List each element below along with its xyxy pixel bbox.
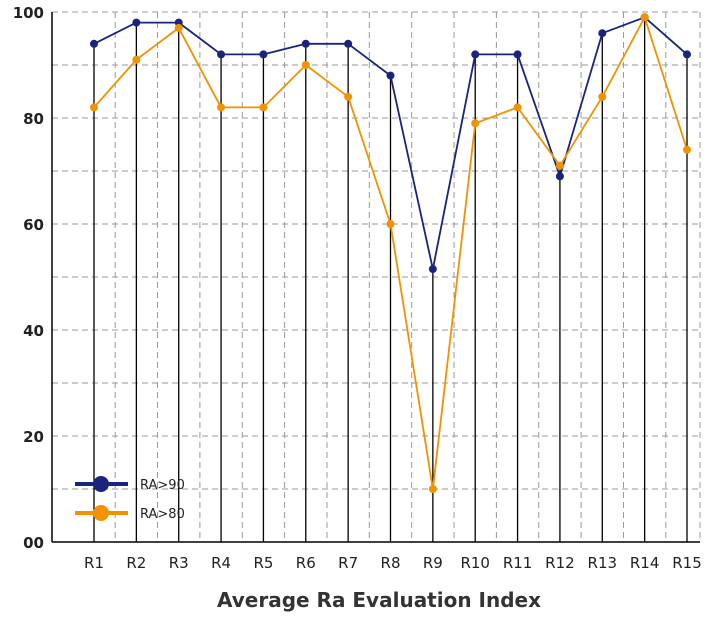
drop-lines [93, 17, 688, 542]
x-tick-label: R15 [672, 554, 702, 572]
legend-swatch-marker [93, 505, 109, 521]
x-tick-label: R9 [423, 554, 443, 572]
chart-axes [51, 12, 700, 543]
data-point [428, 265, 437, 274]
legend-swatch-marker [93, 476, 109, 492]
y-tick-label: 40 [23, 322, 44, 340]
data-point [598, 29, 607, 38]
data-point [259, 50, 268, 59]
data-point [174, 23, 183, 32]
data-point [90, 103, 98, 112]
y-tick-label: 60 [23, 216, 44, 234]
x-tick-label: R8 [381, 554, 401, 572]
data-point [598, 92, 607, 101]
y-axis-ticks: 00 20 40 60 80 100 [13, 4, 44, 552]
x-tick-label: R12 [545, 554, 575, 572]
x-tick-label: R6 [296, 554, 316, 572]
data-point [683, 50, 691, 59]
data-point [301, 61, 310, 69]
data-point [132, 18, 141, 27]
x-axis-ticks: R1 R2 R3 R4 R5 R6 R7 R8 R9 R10 R11 R12 R13 R14 R15 [84, 554, 702, 572]
data-point [428, 485, 437, 493]
data-point [471, 119, 480, 128]
data-point [555, 172, 564, 181]
legend-label: RA>80 [140, 507, 185, 522]
data-point [217, 50, 226, 59]
data-point [259, 103, 268, 112]
x-tick-label: R7 [338, 554, 358, 572]
data-point [386, 220, 395, 228]
series-points [90, 13, 691, 493]
x-tick-label: R3 [169, 554, 189, 572]
data-point [344, 39, 353, 48]
data-point [640, 13, 649, 22]
legend: RA>90 RA>80 [75, 476, 185, 522]
x-axis-label: Average Ra Evaluation Index [217, 588, 541, 612]
x-tick-label: R4 [211, 554, 231, 572]
data-point [301, 39, 310, 48]
data-point [217, 103, 226, 112]
data-point [344, 92, 353, 101]
y-tick-label: 20 [23, 428, 44, 446]
data-point [471, 50, 480, 59]
data-point [683, 145, 691, 154]
data-point [513, 103, 522, 112]
data-point [132, 55, 141, 64]
y-tick-label: 100 [13, 4, 44, 22]
data-point [386, 71, 395, 80]
legend-label: RA>90 [140, 478, 185, 493]
x-tick-label: R1 [84, 554, 104, 572]
x-tick-label: R5 [253, 554, 273, 572]
y-tick-label: 80 [23, 110, 44, 128]
y-tick-label: 00 [23, 534, 44, 552]
data-point [555, 161, 564, 170]
x-tick-label: R2 [126, 554, 146, 572]
x-tick-label: R11 [503, 554, 533, 572]
data-point [90, 39, 98, 48]
x-tick-label: R13 [588, 554, 618, 572]
data-point [513, 50, 522, 59]
x-tick-label: R14 [630, 554, 660, 572]
x-tick-label: R10 [460, 554, 490, 572]
